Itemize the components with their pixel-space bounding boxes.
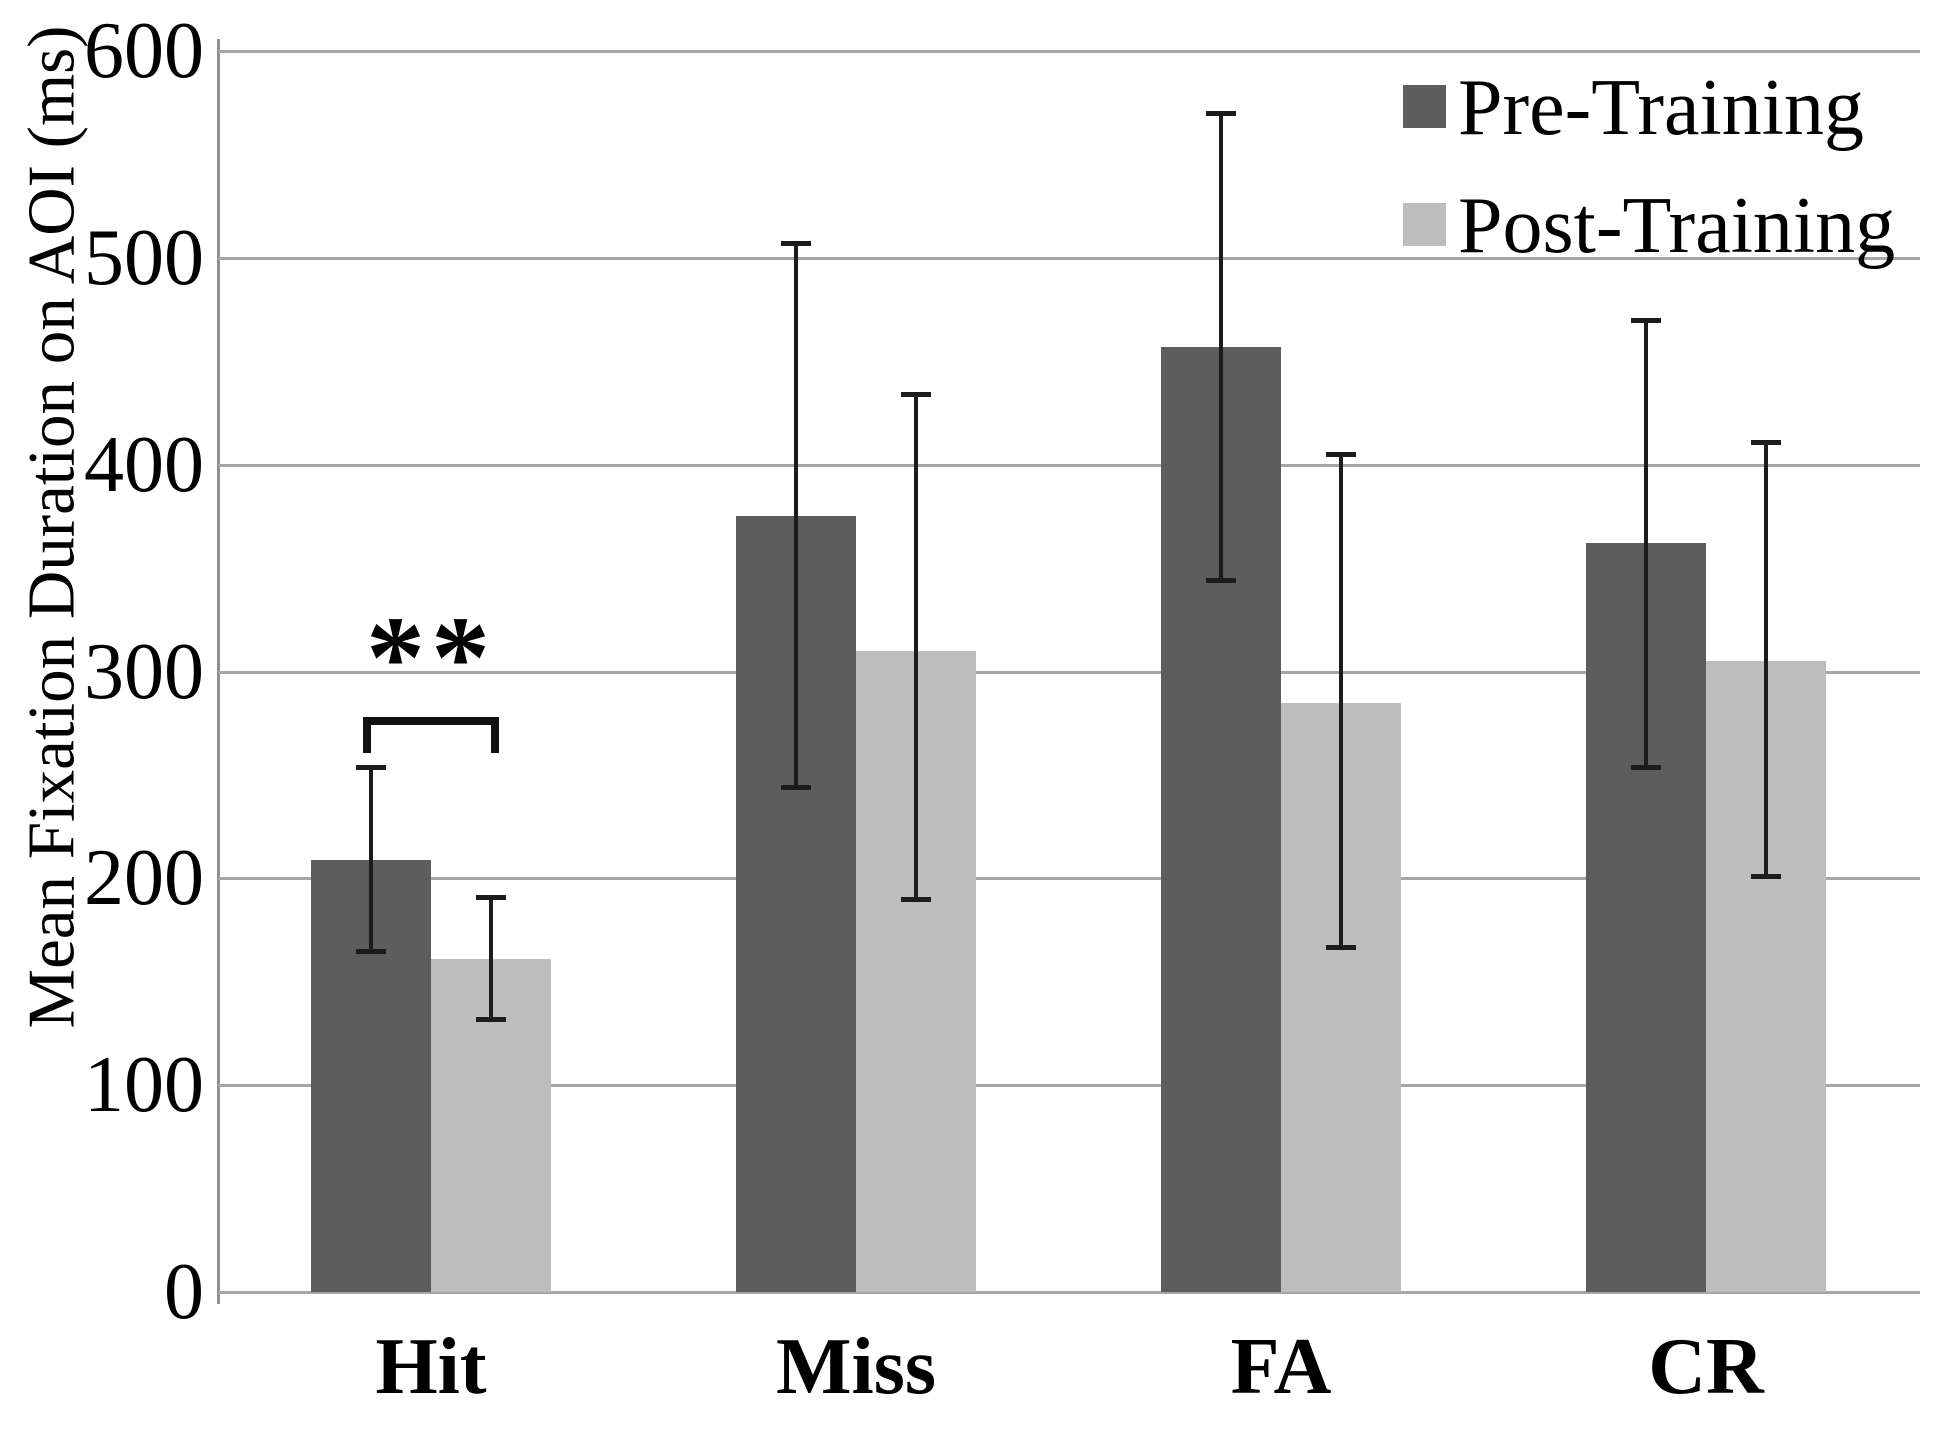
- error-bar-pre-training-miss: [794, 243, 798, 787]
- error-bar-post-training-hit: [489, 897, 493, 1019]
- error-cap-bottom-pre-training-hit: [356, 949, 386, 954]
- error-cap-top-pre-training-miss: [781, 241, 811, 246]
- gridline-600: [218, 50, 1920, 53]
- legend-label-post-training: Post-Training: [1458, 182, 1896, 270]
- error-cap-bottom-pre-training-miss: [781, 785, 811, 790]
- y-tick-label-100: 100: [84, 1041, 204, 1129]
- error-cap-top-post-training-hit: [476, 895, 506, 900]
- x-axis-label-miss: Miss: [776, 1323, 936, 1411]
- gridline-500: [218, 257, 1920, 260]
- legend-label-pre-training: Pre-Training: [1458, 64, 1864, 152]
- error-cap-bottom-post-training-cr: [1751, 874, 1781, 879]
- error-cap-top-pre-training-hit: [356, 765, 386, 770]
- x-axis-label-hit: Hit: [375, 1323, 487, 1411]
- gridline-100: [218, 1084, 1920, 1087]
- error-cap-top-post-training-miss: [901, 392, 931, 397]
- significance-asterisks: **: [366, 592, 496, 723]
- y-tick-label-600: 600: [84, 7, 204, 95]
- error-bar-pre-training-hit: [369, 767, 373, 951]
- x-axis-label-cr: CR: [1648, 1323, 1764, 1411]
- gridline-300: [218, 671, 1920, 674]
- error-cap-top-post-training-cr: [1751, 440, 1781, 445]
- legend-swatch-pre-training: [1403, 85, 1446, 128]
- error-bar-pre-training-fa: [1219, 113, 1223, 580]
- error-cap-bottom-pre-training-fa: [1206, 578, 1236, 583]
- error-cap-bottom-pre-training-cr: [1631, 765, 1661, 770]
- error-cap-bottom-post-training-hit: [476, 1017, 506, 1022]
- error-bar-post-training-fa: [1339, 454, 1343, 946]
- error-cap-bottom-post-training-miss: [901, 897, 931, 902]
- y-tick-label-0: 0: [164, 1248, 204, 1336]
- gridline-0: [218, 1291, 1920, 1294]
- y-tick-label-200: 200: [84, 834, 204, 922]
- x-axis-label-fa: FA: [1230, 1323, 1332, 1411]
- y-tick-label-300: 300: [84, 628, 204, 716]
- gridline-200: [218, 877, 1920, 880]
- legend-swatch-post-training: [1403, 203, 1446, 246]
- y-tick-label-400: 400: [84, 421, 204, 509]
- significance-bracket: [363, 717, 499, 753]
- error-cap-top-pre-training-cr: [1631, 318, 1661, 323]
- gridline-400: [218, 464, 1920, 467]
- error-cap-bottom-post-training-fa: [1326, 945, 1356, 950]
- error-bar-pre-training-cr: [1644, 320, 1648, 767]
- error-cap-top-post-training-fa: [1326, 452, 1356, 457]
- error-cap-top-pre-training-fa: [1206, 111, 1236, 116]
- error-bar-post-training-miss: [914, 394, 918, 899]
- y-tick-label-500: 500: [84, 214, 204, 302]
- error-bar-post-training-cr: [1764, 442, 1768, 876]
